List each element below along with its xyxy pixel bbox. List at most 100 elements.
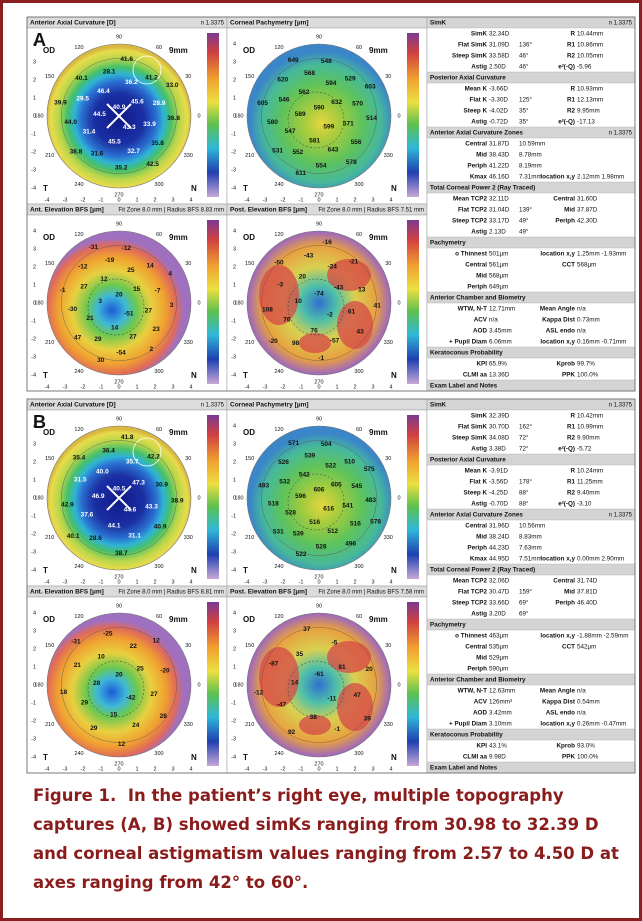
table-value2: 10.42mm bbox=[577, 413, 603, 420]
y-scale-label: 3 bbox=[233, 628, 236, 634]
section-title: Keratoconus Probability bbox=[430, 732, 503, 739]
map-value: 98 bbox=[292, 340, 300, 347]
table-label2: R1 bbox=[567, 424, 576, 431]
angle-label: 0 bbox=[197, 113, 200, 119]
x-scale-label: -2 bbox=[81, 384, 86, 390]
map-value: 21 bbox=[74, 662, 82, 669]
map-value: 616 bbox=[323, 505, 334, 512]
x-scale-label: 4 bbox=[189, 197, 192, 203]
x-scale-label: -3 bbox=[263, 579, 268, 585]
table-label2: R2 bbox=[567, 53, 576, 60]
table-value2: 10.99mm bbox=[577, 424, 603, 431]
table-axis: 178° bbox=[519, 478, 533, 486]
map-value: 42.2 bbox=[147, 454, 160, 461]
map-value: 39.9 bbox=[54, 100, 67, 107]
angle-label: 300 bbox=[354, 564, 363, 570]
table-value: -0.70D bbox=[489, 501, 508, 508]
table-value: 13.36D bbox=[489, 372, 510, 379]
y-scale-label: -4 bbox=[31, 372, 36, 378]
x-scale-label: 3 bbox=[171, 579, 174, 585]
table-value: 3.10mm bbox=[489, 721, 512, 728]
y-scale-label: 3 bbox=[33, 628, 36, 634]
y-scale-label: -3 bbox=[231, 167, 236, 173]
map-value: 31.5 bbox=[74, 477, 87, 484]
map-value: 528 bbox=[316, 544, 327, 551]
section-title: SimK bbox=[430, 20, 447, 27]
map-value: 578 bbox=[346, 159, 357, 166]
table-axis: 88° bbox=[519, 500, 529, 508]
table-label: Astig bbox=[471, 501, 487, 508]
map-value: 29 bbox=[94, 336, 102, 343]
map-value: 4 bbox=[168, 270, 172, 277]
map-value: -74 bbox=[314, 290, 324, 297]
diameter-label: 9mm bbox=[369, 46, 388, 55]
angle-label: 330 bbox=[384, 535, 393, 541]
map-value: 76 bbox=[311, 327, 319, 334]
nasal-label: N bbox=[191, 566, 197, 575]
y-scale-label: 2 bbox=[233, 264, 236, 270]
color-scale bbox=[207, 220, 219, 384]
table-label: SimK bbox=[471, 413, 488, 420]
y-scale-label: 4 bbox=[233, 610, 236, 616]
nasal-label: N bbox=[391, 184, 397, 193]
x-scale-label: 4 bbox=[189, 384, 192, 390]
map-value: 40.9 bbox=[113, 104, 126, 111]
table-value2: 46.40D bbox=[577, 600, 598, 607]
x-scale-label: -4 bbox=[45, 766, 50, 772]
angle-label: 330 bbox=[184, 153, 193, 159]
figure-frame: Anterior Axial Curvature [D] n 1.3375 40.9… bbox=[0, 0, 642, 921]
map-value: 20 bbox=[115, 291, 123, 298]
table-value: 31.96D bbox=[489, 523, 510, 530]
y-scale-label: -3 bbox=[231, 354, 236, 360]
temporal-label: T bbox=[243, 371, 248, 380]
table-value2: 1.25mm -1.93mm bbox=[577, 251, 626, 258]
map-value: 596 bbox=[295, 493, 306, 500]
x-scale-label: -2 bbox=[281, 384, 286, 390]
angle-label: 120 bbox=[274, 427, 283, 433]
map-value: 541 bbox=[342, 502, 353, 509]
table-section-header bbox=[427, 17, 635, 28]
map-value: 649 bbox=[288, 57, 299, 64]
map-disc bbox=[47, 613, 191, 757]
map-value: 38 bbox=[310, 714, 318, 721]
table-axis: 88° bbox=[519, 489, 529, 497]
angle-label: 120 bbox=[274, 45, 283, 51]
table-label2: Periph bbox=[555, 218, 575, 225]
map-value: 40.9 bbox=[154, 524, 167, 531]
table-label: WTW, N-T bbox=[458, 688, 488, 695]
x-scale-label: 0 bbox=[117, 766, 120, 772]
table-axis: 35° bbox=[519, 107, 529, 115]
map-value: 44.0 bbox=[64, 119, 77, 126]
angle-label: 60 bbox=[156, 232, 162, 238]
y-scale-label: 0 bbox=[33, 682, 36, 688]
table-value: 649µm bbox=[489, 284, 508, 291]
table-label: Steep TCP2 bbox=[452, 218, 487, 225]
table-value2: 31.74D bbox=[577, 578, 598, 585]
table-value2: n/a bbox=[577, 710, 586, 717]
y-scale-label: 2 bbox=[33, 646, 36, 652]
y-scale-label: -2 bbox=[231, 149, 236, 155]
map-value: 21 bbox=[86, 315, 94, 322]
x-scale-label: -3 bbox=[63, 579, 68, 585]
elevation-island bbox=[259, 265, 299, 325]
y-scale-label: 1 bbox=[233, 282, 236, 288]
eye-label: OD bbox=[243, 233, 255, 242]
table-label: WTW, N-T bbox=[458, 306, 488, 313]
color-scale bbox=[407, 602, 419, 766]
table-label: Periph bbox=[467, 284, 487, 291]
y-scale-label: 3 bbox=[233, 59, 236, 65]
table-axis: 8.83mm bbox=[519, 534, 542, 541]
angle-label: 240 bbox=[274, 564, 283, 570]
x-scale-label: -2 bbox=[81, 197, 86, 203]
map-value: 554 bbox=[316, 163, 327, 170]
angle-label: 120 bbox=[74, 45, 83, 51]
angle-label: 0 bbox=[197, 300, 200, 306]
map-value: 45.6 bbox=[131, 99, 144, 106]
eye-label: OD bbox=[43, 615, 55, 624]
angle-label: 60 bbox=[356, 614, 362, 620]
table-value2: -1.88mm -2.59mm bbox=[577, 633, 628, 640]
table-value: 33.66D bbox=[489, 600, 510, 607]
section-note: n 1.3375 bbox=[609, 21, 633, 27]
map-title: Anterior Axial Curvature [D] bbox=[30, 402, 116, 409]
map-value: -2 bbox=[327, 312, 333, 319]
